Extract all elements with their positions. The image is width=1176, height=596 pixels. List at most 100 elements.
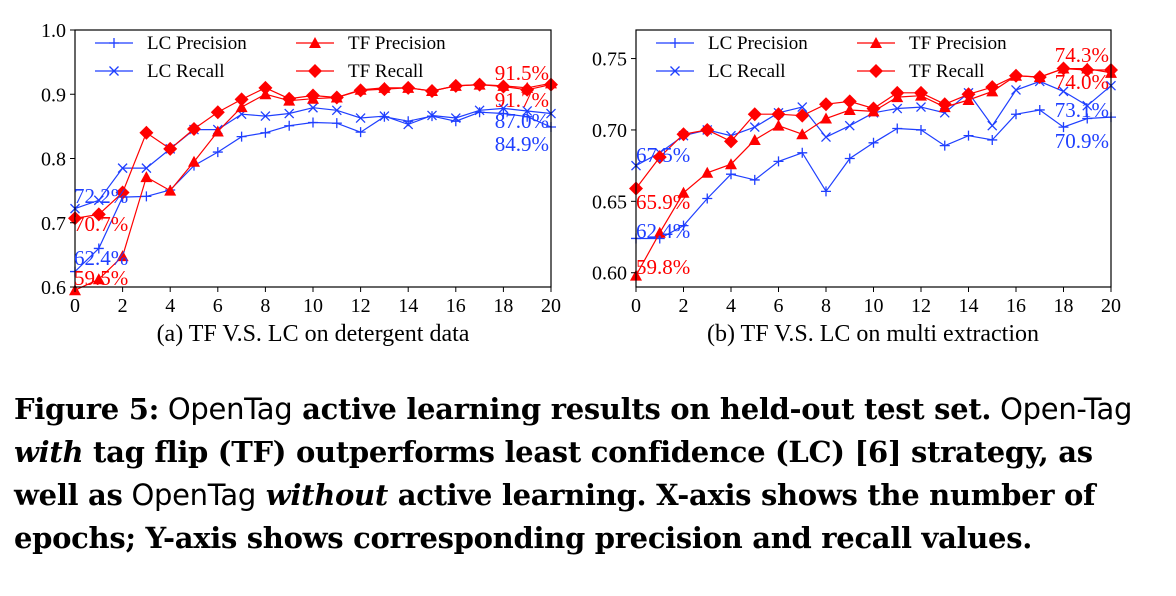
data-point	[797, 102, 808, 113]
data-point	[820, 112, 832, 124]
data-point	[308, 102, 318, 113]
data-point	[91, 207, 106, 222]
chart-panel: 0 2 4 6 8 10 12 14 16 18 20 0.60 0.65 0.70 0.75 LC Prec…	[592, 29, 1121, 347]
chart-panel: 0 2 4 6 8 10 12 14 16 18 20 0.6 0.7 0.8 0.9 1.0 LC Preci…	[41, 20, 561, 347]
data-point	[987, 120, 998, 131]
figure-caption-part: OpenTag	[158, 392, 293, 426]
data-point	[141, 191, 152, 202]
data-point	[670, 38, 680, 48]
data-point	[401, 80, 416, 95]
value-annotation: 62.4%	[636, 219, 690, 243]
data-point	[1009, 68, 1023, 83]
figure-caption: Figure 5: OpenTag active learning result…	[14, 388, 1162, 560]
x-tick-label: 2	[679, 295, 689, 317]
data-point	[331, 105, 342, 116]
data-point	[844, 120, 855, 131]
data-point	[140, 171, 153, 183]
y-tick-label: 0.75	[592, 49, 627, 71]
x-tick-label: 20	[1101, 295, 1121, 317]
data-point	[116, 250, 129, 262]
figure-caption-part: active learning. X-axis shows the number…	[14, 478, 1096, 555]
value-annotation: 59.5%	[74, 266, 128, 290]
data-point	[139, 125, 154, 140]
figure-caption-part: without	[255, 478, 389, 512]
y-tick-label: 0.9	[41, 84, 66, 106]
data-point	[868, 137, 879, 148]
x-tick-label: 6	[213, 295, 223, 317]
data-point	[236, 131, 247, 142]
y-tick-label: 0.65	[592, 191, 627, 213]
x-tick-label: 18	[1054, 295, 1074, 317]
data-point	[474, 105, 485, 116]
data-point	[1056, 61, 1071, 76]
data-point	[282, 91, 297, 106]
data-point	[1058, 122, 1069, 133]
data-point	[819, 97, 833, 112]
value-annotation: 84.9%	[495, 132, 549, 156]
data-point	[93, 243, 104, 254]
data-point	[678, 220, 689, 231]
y-tick-label: 0.6	[41, 277, 66, 299]
data-point	[892, 123, 903, 134]
data-point	[724, 134, 738, 149]
data-point	[795, 108, 810, 123]
figure-caption-label: Figure 5:	[14, 392, 159, 426]
data-point	[520, 82, 535, 97]
data-point	[870, 37, 882, 48]
y-tick-label: 0.7	[41, 213, 66, 235]
data-point	[747, 107, 762, 122]
data-point	[652, 150, 667, 165]
data-point	[1058, 86, 1069, 97]
x-tick-label: 20	[541, 295, 561, 317]
data-point	[234, 92, 249, 107]
value-annotation: 62.4%	[74, 246, 128, 270]
data-point	[843, 103, 856, 115]
data-point	[771, 107, 786, 122]
figure-caption-part: active learning results on held-out test…	[292, 392, 992, 426]
data-point	[210, 105, 225, 120]
value-annotation: 91.5%	[495, 61, 549, 85]
data-point	[448, 78, 463, 93]
series-tf-recall	[68, 77, 558, 226]
subplot-caption: (a) TF V.S. LC on detergent data	[157, 321, 470, 347]
x-tick-label: 8	[821, 295, 831, 317]
data-point	[702, 193, 713, 204]
y-tick-label: 0.8	[41, 149, 66, 171]
series-lc-precision	[631, 104, 1116, 244]
data-point	[235, 101, 248, 113]
data-point	[355, 127, 366, 138]
figure-caption-part: Open-Tag	[991, 392, 1133, 426]
data-point	[749, 174, 760, 185]
data-point	[796, 128, 809, 140]
data-point	[725, 158, 737, 170]
data-point	[916, 102, 926, 113]
data-point	[425, 84, 439, 99]
x-tick-label: 6	[774, 295, 784, 317]
data-point	[1080, 62, 1095, 77]
data-point	[450, 113, 461, 123]
data-point	[212, 147, 223, 158]
x-tick-label: 14	[959, 295, 979, 317]
figure-caption-part: tag flip (TF) outperforms least confiden…	[14, 435, 1093, 512]
subplot-caption: (b) TF V.S. LC on multi extraction	[707, 321, 1039, 347]
data-point	[308, 64, 322, 78]
data-point	[842, 94, 857, 109]
x-tick-label: 8	[260, 295, 270, 317]
data-point	[403, 119, 414, 130]
legend-label: TF Recall	[909, 61, 984, 82]
data-point	[1034, 104, 1045, 115]
data-point	[377, 82, 392, 97]
data-point	[109, 66, 119, 76]
y-tick-label: 0.60	[592, 263, 627, 285]
data-point	[700, 122, 715, 137]
data-point	[260, 111, 271, 122]
data-point	[892, 103, 903, 114]
value-annotation: 70.7%	[74, 212, 128, 236]
data-point	[522, 105, 533, 116]
data-point	[164, 184, 177, 196]
data-point	[987, 134, 998, 145]
data-point	[797, 147, 808, 158]
data-point	[701, 166, 714, 178]
legend-label: LC Recall	[708, 61, 786, 82]
value-annotation: 70.9%	[1055, 129, 1109, 153]
